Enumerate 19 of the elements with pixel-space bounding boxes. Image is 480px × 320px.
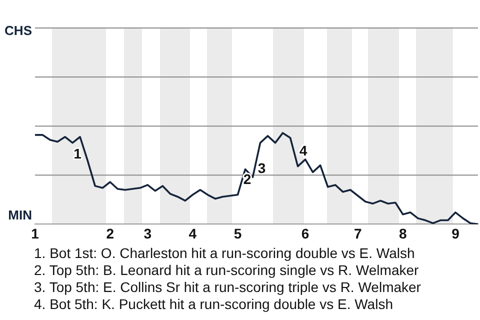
text: 4. Bot 5th: K. Puckett hit a run-scoring double vs E. Walsh	[34, 296, 394, 313]
x-tick-label: 6	[301, 225, 310, 242]
text: 3. Top 5th: E. Collins Sr hit a run-scoring triple vs R. Welmaker	[34, 279, 422, 296]
annotation: 4	[299, 142, 308, 158]
x-tick-label: 3	[144, 225, 152, 242]
x-tick-label: 5	[234, 225, 242, 242]
x-tick-label: 4	[188, 225, 197, 242]
x-tick-label: 7	[354, 225, 362, 242]
text: MIN	[8, 207, 32, 222]
text: 2. Top 5th: B. Leonard hit a run-scoring single vs R. Welmaker	[34, 262, 420, 279]
x-tick-label: 1	[31, 225, 40, 242]
annotation: 3	[258, 160, 266, 176]
x-tick-label: 2	[106, 225, 114, 242]
text: 1. Bot 1st: O. Charleston hit a run-scoring double vs E. Walsh	[34, 245, 416, 262]
annotation: 1	[74, 145, 82, 162]
x-tick-label: 9	[452, 225, 460, 242]
text: CHS	[4, 23, 32, 38]
annotation: 2	[243, 171, 252, 188]
x-tick-label: 8	[399, 225, 408, 242]
